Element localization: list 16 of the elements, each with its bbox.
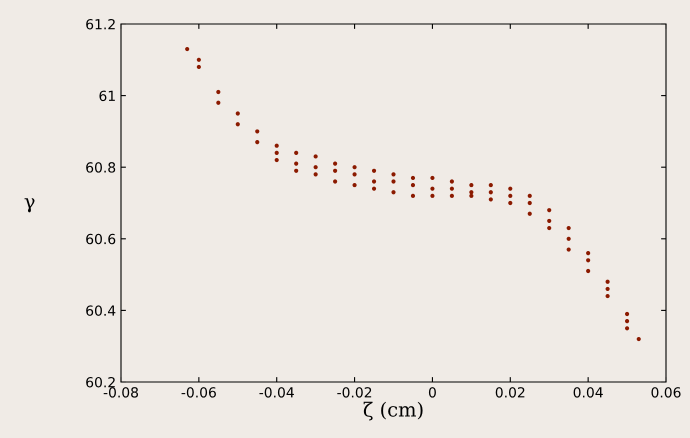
x-tick-label: -0.08 [104, 387, 138, 398]
x-tick-label: -0.04 [259, 387, 294, 398]
y-axis-title: γ [24, 198, 35, 212]
y-tick-label: 60.6 [86, 234, 116, 244]
x-axis-title: ζ (cm) [364, 402, 423, 421]
x-tick-label: 0 [428, 387, 436, 398]
y-tick-label: 60.4 [86, 305, 116, 316]
y-tick-label: 60.2 [86, 376, 115, 388]
x-tick-label: 0.02 [496, 387, 524, 398]
x-tick-label: -0.02 [337, 387, 372, 398]
x-tick-label: 0.06 [651, 387, 681, 398]
y-tick-label: 60.8 [86, 162, 116, 173]
x-tick-label: -0.06 [182, 387, 216, 398]
y-tick-label: 61 [99, 90, 115, 102]
x-tick-label: 0.04 [574, 387, 603, 398]
y-tick-label: 61.2 [86, 18, 115, 30]
